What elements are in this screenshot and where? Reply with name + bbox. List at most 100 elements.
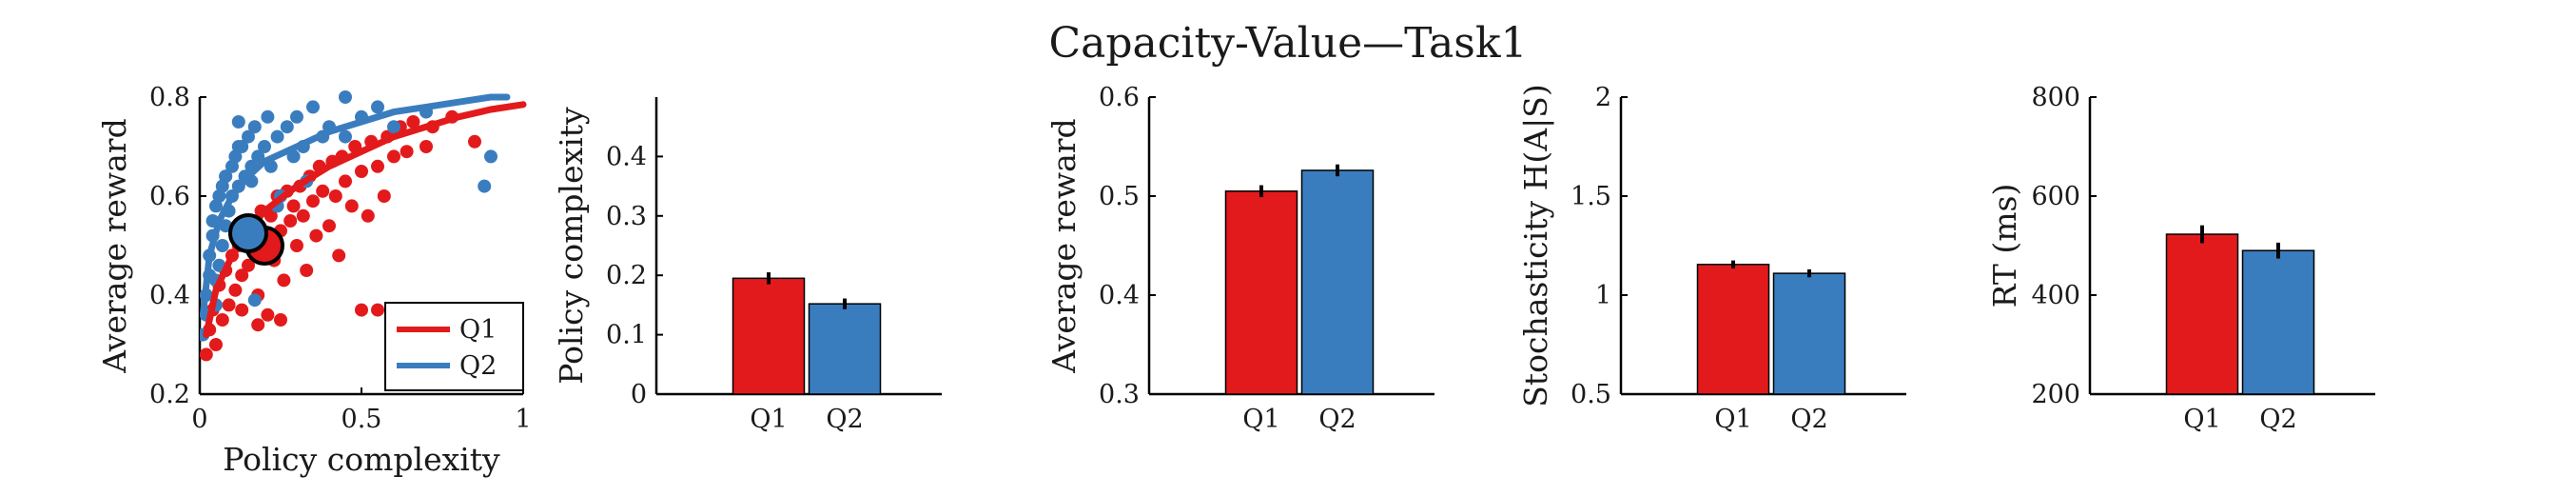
scatter-point-q2	[261, 109, 275, 124]
scatter-point-q1	[400, 145, 414, 159]
scatter-point-q1	[371, 303, 384, 317]
y-tick-label: 0.3	[606, 202, 647, 231]
scatter-point-q1	[322, 219, 336, 233]
fit-line-q2	[200, 93, 511, 319]
y-tick-label: 1	[1595, 281, 1611, 310]
scatter-point-q1	[377, 189, 391, 203]
scatter-point-q1	[283, 214, 298, 228]
bar-q2	[2241, 249, 2315, 395]
y-axis-label: Policy complexity	[553, 107, 590, 385]
legend-label-q2: Q2	[459, 351, 497, 381]
y-tick-label: 0.4	[149, 281, 190, 310]
figure-title: Capacity-Value—Task1	[1048, 19, 1527, 68]
y-axis-label: Stochasticity H(A|S)	[1517, 84, 1554, 407]
scatter-point-q1	[420, 140, 433, 153]
rt-bar-panel: 200 400 600 800 RT (ms) Q1 Q2	[1986, 83, 2375, 434]
y-tick-label: 0.3	[1099, 380, 1140, 409]
legend-label-q1: Q1	[459, 315, 497, 345]
policy-complexity-bar-panel: 0 0.1 0.2 0.3 0.4 Policy complexity Q1 Q2	[553, 97, 942, 434]
scatter-point-q1	[316, 184, 330, 198]
bar-q1	[732, 277, 806, 395]
y-tick-label: 0.2	[606, 261, 647, 290]
y-tick-label: 0.6	[149, 182, 190, 211]
x-tick-label: Q2	[826, 405, 863, 434]
scatter-point-q2	[247, 120, 262, 134]
scatter-point-q1	[235, 303, 249, 317]
bar-q2	[1772, 272, 1846, 395]
scatter-point-q1	[371, 159, 384, 173]
scatter-point-q1	[296, 208, 310, 223]
y-tick-label: 600	[2031, 182, 2080, 211]
scatter-point-q2	[387, 120, 400, 134]
scatter-point-q1	[261, 308, 275, 322]
scatter-point-q1	[332, 248, 346, 263]
x-axis-label: Policy complexity	[223, 441, 500, 478]
scatter-point-q1	[355, 303, 368, 317]
y-tick-label: 800	[2031, 83, 2080, 112]
mean-marker-q2	[228, 213, 268, 253]
scatter-point-q1	[306, 194, 320, 208]
scatter-point-q1	[344, 199, 359, 213]
scatter-point-q2	[231, 115, 245, 129]
scatter-point-q1	[286, 199, 301, 213]
legend-box	[384, 302, 524, 391]
y-axis-label: Average reward	[96, 118, 133, 373]
y-tick-label: 0	[631, 380, 647, 409]
y-tick-label: 0.6	[1099, 83, 1140, 112]
y-tick-label: 2	[1595, 83, 1611, 112]
y-tick-label: 0.2	[149, 380, 190, 409]
y-tick-label: 0.8	[149, 83, 190, 112]
y-tick-label: 0.4	[606, 142, 647, 171]
y-axis-label: RT (ms)	[1986, 184, 2023, 308]
x-tick-label: Q2	[2259, 405, 2296, 434]
scatter-point-q1	[468, 134, 481, 149]
scatter-point-q1	[274, 313, 287, 327]
scatter-point-q1	[361, 208, 375, 223]
scatter-point-q1	[406, 115, 420, 129]
bar-q1	[1696, 264, 1770, 395]
x-tick-label: Q1	[1714, 405, 1751, 434]
x-tick-label: 0	[191, 405, 207, 434]
scatter-panel: 0.2 0.4 0.6 0.8 Average reward 0 0.5 1 Policy co…	[96, 83, 532, 478]
bar-q1	[1224, 190, 1298, 395]
y-tick-label: 0.5	[1099, 182, 1140, 211]
x-tick-label: 0.5	[342, 405, 382, 434]
scatter-point-q2	[371, 100, 384, 114]
scatter-point-q2	[306, 100, 320, 114]
average-reward-bar-panel: 0.3 0.4 0.5 0.6 Average reward Q1 Q2	[1045, 83, 1434, 434]
scatter-point-q2	[270, 129, 284, 144]
scatter-point-q1	[300, 264, 314, 277]
scatter-point-q2	[290, 109, 303, 124]
x-tick-label: Q2	[1318, 405, 1356, 434]
scatter-point-q1	[355, 165, 368, 178]
x-tick-label: Q1	[2183, 405, 2220, 434]
scatter-point-q2	[280, 120, 294, 134]
scatter-point-q1	[277, 273, 291, 288]
y-axis-label: Average reward	[1045, 118, 1083, 373]
scatter-point-q2	[478, 179, 492, 193]
scatter-point-q2	[231, 140, 245, 153]
bar-q2	[1300, 169, 1375, 395]
scatter-point-q2	[484, 149, 498, 164]
x-tick-label: 1	[515, 405, 531, 434]
scatter-point-q1	[251, 318, 265, 332]
scatter-point-q1	[290, 239, 303, 252]
scatter-point-q1	[228, 283, 243, 297]
scatter-point-q2	[219, 169, 233, 184]
scatter-point-q1	[200, 347, 213, 362]
x-tick-label: Q1	[750, 405, 787, 434]
scatter-point-q2	[339, 129, 352, 144]
fit-line-q1	[203, 101, 527, 339]
scatter-point-q1	[215, 313, 229, 327]
y-tick-label: 0.5	[1571, 380, 1611, 409]
y-tick-label: 200	[2031, 380, 2080, 409]
y-tick-label: 0.1	[606, 321, 647, 350]
stochasticity-bar-panel: 0.5 1 1.5 2 Stochasticity H(A|S) Q1 Q2	[1517, 83, 1906, 434]
y-tick-label: 400	[2031, 281, 2080, 310]
scatter-point-q1	[328, 189, 342, 203]
scatter-point-q2	[215, 239, 229, 252]
scatter-point-q2	[258, 140, 271, 153]
y-tick-label: 0.4	[1099, 281, 1140, 310]
x-tick-label: Q2	[1790, 405, 1827, 434]
